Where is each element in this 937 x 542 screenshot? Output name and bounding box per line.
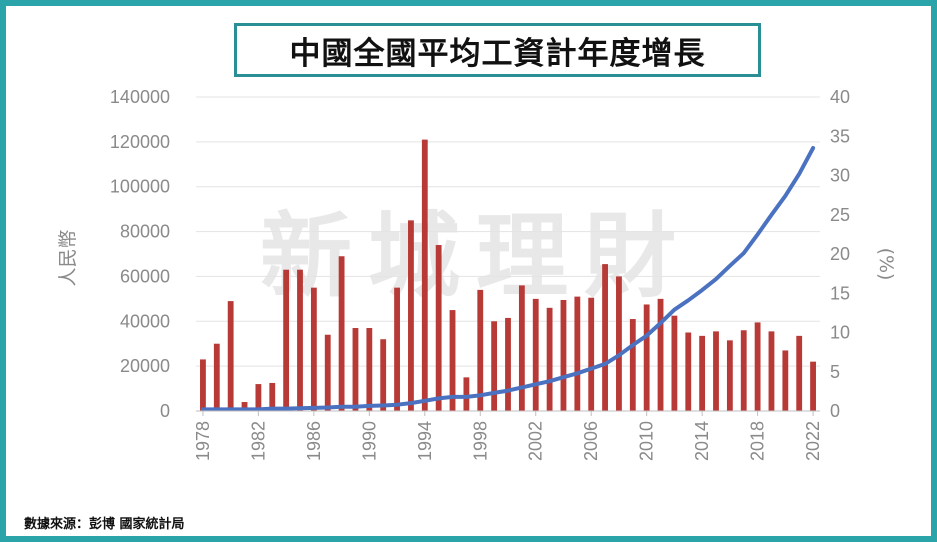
bar <box>560 299 567 411</box>
x-tick-label: 2014 <box>692 421 712 461</box>
y2-tick-label: 5 <box>830 362 840 382</box>
x-tick-label: 1986 <box>304 421 324 461</box>
y2-tick-label: 10 <box>830 323 850 343</box>
growth-line <box>200 146 816 412</box>
bar <box>366 328 373 411</box>
bar <box>449 310 456 411</box>
y-tick-label: 100000 <box>110 177 170 197</box>
bar <box>768 331 775 411</box>
chart-plot: 新城理財 0 20000 40000 60000 80000 100000 120000 14… <box>57 87 897 461</box>
bar <box>241 402 248 411</box>
bar <box>629 319 636 411</box>
bar <box>310 287 317 411</box>
y2-tick-label: 25 <box>830 205 850 225</box>
x-tick-label: 2022 <box>803 421 823 461</box>
y-tick-label: 140000 <box>110 87 170 107</box>
bar <box>324 334 331 411</box>
x-tick-label: 2010 <box>637 421 657 461</box>
source-note: 數據來源：彭博 國家統計局 <box>24 517 185 532</box>
bar <box>671 315 678 411</box>
bar <box>421 139 428 411</box>
watermark-text: 新城理財 <box>260 203 692 310</box>
x-tick-label: 1994 <box>415 421 435 461</box>
x-tick-label: 2006 <box>581 421 601 461</box>
bar <box>463 377 470 411</box>
bar <box>255 384 262 411</box>
bar <box>740 330 747 411</box>
bar <box>380 339 387 411</box>
x-tick-label: 2002 <box>526 421 546 461</box>
chart-title-box: 中國全國平均工資計年度增長 <box>234 23 761 77</box>
bar <box>505 317 511 411</box>
axes: 0 20000 40000 60000 80000 100000 120000 140000 0… <box>110 87 850 461</box>
bar <box>616 276 622 411</box>
bar <box>338 256 345 411</box>
bar <box>574 296 581 411</box>
y-tick-label: 60000 <box>120 266 170 286</box>
bar <box>283 269 290 411</box>
y-tick-label: 80000 <box>120 222 170 242</box>
x-tick-label: 1998 <box>470 421 490 461</box>
y2-tick-label: 20 <box>830 244 850 264</box>
bar <box>602 264 608 411</box>
bar <box>699 335 706 411</box>
bar <box>713 331 719 411</box>
x-tick-label: 1978 <box>193 421 213 461</box>
x-tick-label: 2018 <box>748 421 768 461</box>
bar <box>435 245 442 411</box>
y2-tick-label: 15 <box>830 283 850 303</box>
y-tick-label: 20000 <box>120 356 170 376</box>
bar <box>782 350 789 411</box>
x-tick-label: 1990 <box>359 421 379 461</box>
y-tick-label: 0 <box>160 401 170 421</box>
bar <box>269 382 276 411</box>
chart-frame: 中國全國平均工資計年度增長 新城理財 0 20000 40000 60000 80000… <box>6 6 931 536</box>
bar <box>408 220 414 411</box>
bar <box>810 361 816 411</box>
y2-tick-label: 35 <box>830 126 850 146</box>
bar <box>532 298 539 411</box>
bar <box>643 304 650 411</box>
bar <box>657 298 664 411</box>
bar <box>297 269 303 411</box>
bar-series <box>200 139 816 411</box>
growth-line-series <box>200 146 816 412</box>
y-axis-title: 人民幣 <box>57 229 79 286</box>
bar <box>754 322 761 411</box>
bar <box>200 359 206 411</box>
bar <box>685 332 692 411</box>
y2-axis-title: (%) <box>875 248 897 281</box>
y-tick-label: 40000 <box>120 311 170 331</box>
bar <box>588 297 595 411</box>
y-tick-label: 120000 <box>110 132 170 152</box>
bar <box>726 340 733 411</box>
y2-tick-label: 30 <box>830 166 850 186</box>
chart-title: 中國全國平均工資計年度增長 <box>289 35 706 72</box>
bar <box>352 328 359 411</box>
bar <box>491 321 498 411</box>
bar <box>477 289 484 411</box>
watermark-layer: 新城理財 <box>260 203 692 310</box>
bar <box>546 307 553 411</box>
bar <box>213 343 220 411</box>
y2-tick-label: 40 <box>830 87 850 107</box>
y2-tick-label: 0 <box>830 401 840 421</box>
bar <box>796 335 803 411</box>
x-tick-label: 1982 <box>248 421 268 461</box>
bar <box>394 287 400 411</box>
bar <box>227 301 234 411</box>
bar <box>518 285 525 411</box>
